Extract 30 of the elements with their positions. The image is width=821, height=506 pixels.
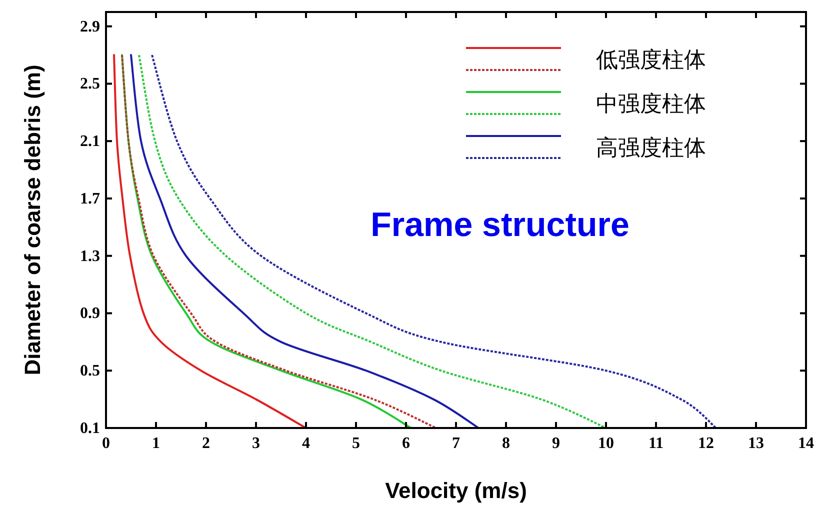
y-tick-label: 1.7 [80,190,100,208]
x-tick-label: 9 [552,435,560,452]
line-series [113,54,307,429]
x-tick-label: 5 [352,435,360,452]
x-tick-label: 12 [698,435,714,452]
legend-label: 低强度柱体 [596,47,706,72]
x-tick-label: 14 [798,435,814,452]
x-tick-label: 3 [252,435,260,452]
x-tick-label: 6 [402,435,410,452]
x-tick-label: 4 [302,435,310,452]
x-tick-label: 8 [502,435,510,452]
y-tick-label: 0.5 [80,362,100,380]
y-tick-label: 2.5 [80,76,100,93]
x-tick-label: 13 [748,435,764,452]
y-tick-label: 1.3 [80,248,100,265]
legend-label: 高强度柱体 [596,135,706,160]
x-axis-title: Velocity (m/s) [385,478,527,503]
x-tick-label: 2 [202,435,210,452]
annotation: Frame structure [370,206,630,244]
y-tick-label: 0.1 [80,420,100,437]
x-tick-label: 10 [598,435,614,452]
y-tick-label: 0.9 [80,305,100,322]
x-tick-label: 0 [102,435,110,452]
y-tick-label: 2.9 [80,18,100,36]
x-tick-label: 7 [452,435,460,452]
x-tick-label: 11 [648,435,664,452]
y-tick-label: 2.1 [80,133,100,150]
y-axis-title: Diameter of coarse debris (m) [20,64,45,376]
legend-label: 中强度柱体 [596,91,706,116]
x-tick-label: 1 [152,435,160,452]
